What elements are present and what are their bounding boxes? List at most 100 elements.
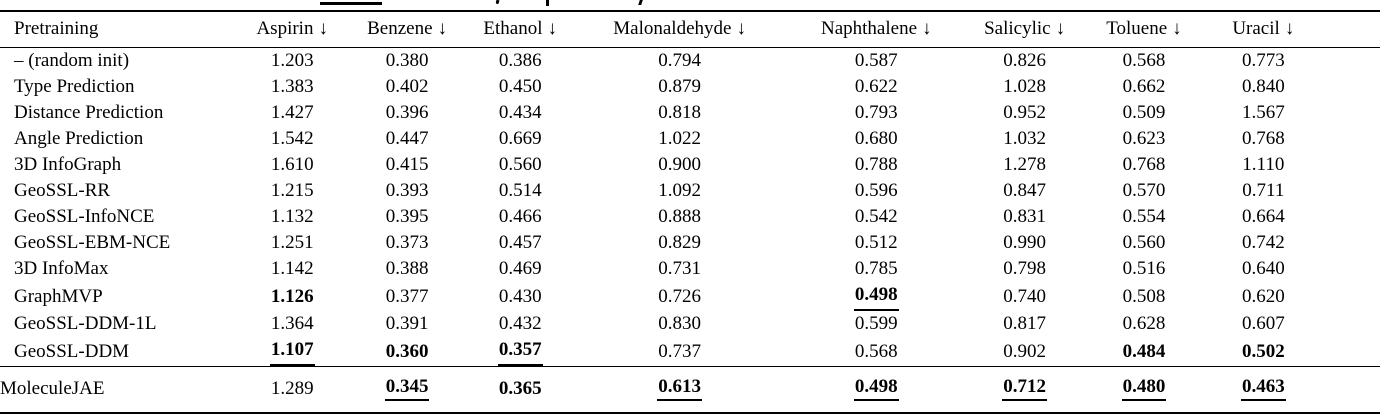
value-text: 1.567 [1241, 102, 1285, 123]
value-cell: 0.380 [350, 48, 465, 75]
value-cell: 0.768 [1080, 152, 1208, 178]
value-cell: 0.386 [464, 48, 576, 75]
value-text: 0.599 [854, 313, 898, 334]
value-text: 0.395 [385, 206, 429, 227]
value-text: 0.900 [658, 154, 701, 175]
value-cell: 1.092 [576, 178, 783, 204]
header-row: Pretraining Aspirin ↓ Benzene ↓ Ethanol ↓ M… [0, 11, 1380, 48]
value-cell: 0.620 [1208, 282, 1318, 311]
down-arrow-icon: ↓ [318, 18, 328, 39]
value-text: 0.793 [854, 102, 898, 123]
table-row: Type Prediction 1.383 0.402 0.450 0.879 0.622… [0, 74, 1380, 100]
value-cell: 0.469 [464, 256, 576, 282]
value-cell: 0.345 [350, 367, 465, 414]
value-cell: 0.432 [464, 311, 576, 337]
col-header-label: Naphthalene [821, 18, 918, 39]
value-cell: 0.554 [1080, 204, 1208, 230]
spacer-header [1319, 11, 1380, 48]
value-cell: 0.360 [350, 337, 465, 367]
value-text: 0.794 [658, 50, 701, 71]
value-text: 0.680 [854, 128, 898, 149]
value-text: 0.502 [1241, 340, 1285, 362]
value-cell: 0.712 [969, 367, 1079, 414]
spacer-cell [1319, 311, 1380, 337]
value-cell: 0.990 [969, 230, 1079, 256]
value-text: 1.132 [270, 206, 314, 227]
value-cell: 0.450 [464, 74, 576, 100]
value-cell: 1.142 [235, 256, 350, 282]
value-text: 0.831 [1003, 206, 1046, 227]
value-cell: 0.415 [350, 152, 465, 178]
value-cell: 0.726 [576, 282, 783, 311]
value-cell: 0.622 [783, 74, 969, 100]
down-arrow-icon: ↓ [1172, 18, 1182, 39]
value-cell: 0.484 [1080, 337, 1208, 367]
value-text: 0.826 [1003, 50, 1046, 71]
value-cell: 1.278 [969, 152, 1079, 178]
value-text: 0.430 [498, 285, 542, 307]
col-header-label: Ethanol [483, 18, 543, 39]
row-label: GeoSSL-InfoNCE [14, 206, 155, 227]
value-cell: 0.640 [1208, 256, 1318, 282]
value-text: 0.847 [1003, 180, 1046, 201]
value-cell: 0.888 [576, 204, 783, 230]
value-cell: 0.794 [576, 48, 783, 75]
value-cell: 0.395 [350, 204, 465, 230]
value-text: 0.391 [385, 313, 429, 334]
table-row: GeoSSL-InfoNCE 1.132 0.395 0.466 0.888 0.542 0… [0, 204, 1380, 230]
table-row: GeoSSL-DDM 1.107 0.360 0.357 0.737 0.568 0.902… [0, 337, 1380, 367]
value-cell: 0.773 [1208, 48, 1318, 75]
value-cell: 0.768 [1208, 126, 1318, 152]
value-text: 1.610 [270, 154, 314, 175]
value-cell: 0.391 [350, 311, 465, 337]
value-text: 0.817 [1003, 313, 1046, 334]
caption-comma-descender-fragment [495, 0, 500, 5]
col-header-label: Aspirin [256, 18, 314, 39]
value-text: 0.840 [1241, 76, 1285, 97]
value-text: 0.888 [658, 206, 701, 227]
value-cell: 1.610 [235, 152, 350, 178]
value-text: 0.434 [498, 102, 542, 123]
value-cell: 0.587 [783, 48, 969, 75]
col-header-label: Pretraining [14, 18, 99, 39]
value-text: 0.560 [1122, 232, 1166, 253]
value-cell: 1.110 [1208, 152, 1318, 178]
value-text: 0.664 [1241, 206, 1285, 227]
row-label: – (random init) [14, 50, 130, 71]
value-cell: 1.251 [235, 230, 350, 256]
caption-underline-fragment [320, 2, 382, 5]
table-row: MoleculeJAE 1.289 0.345 0.365 0.613 0.498 0.71… [0, 367, 1380, 414]
col-header-toluene: Toluene ↓ [1080, 11, 1208, 48]
table-row: 3D InfoGraph 1.610 0.415 0.560 0.900 0.788 1.2… [0, 152, 1380, 178]
value-text: 0.509 [1122, 102, 1166, 123]
value-text: 0.516 [1122, 258, 1166, 279]
value-text: 0.726 [658, 285, 701, 307]
down-arrow-icon: ↓ [922, 18, 932, 39]
spacer-cell [1319, 204, 1380, 230]
value-cell: 0.628 [1080, 311, 1208, 337]
down-arrow-icon: ↓ [1284, 18, 1295, 39]
value-text: 0.879 [658, 76, 701, 97]
col-header-label: Salicylic [984, 18, 1051, 39]
table-row: GraphMVP 1.126 0.377 0.430 0.726 0.498 0.740 0.… [0, 282, 1380, 311]
value-text: 0.373 [385, 232, 429, 253]
value-text: 0.498 [853, 376, 899, 401]
value-text: 1.032 [1003, 128, 1046, 149]
value-cell: 1.028 [969, 74, 1079, 100]
row-label: Type Prediction [14, 76, 135, 97]
value-cell: 0.480 [1080, 367, 1208, 414]
cropped-caption-fragment [0, 0, 1380, 10]
value-text: 0.607 [1241, 313, 1285, 334]
value-cell: 0.568 [1080, 48, 1208, 75]
value-text: 1.022 [658, 128, 701, 149]
value-cell: 1.022 [576, 126, 783, 152]
value-cell: 0.798 [969, 256, 1079, 282]
value-cell: 0.402 [350, 74, 465, 100]
value-text: 0.568 [1122, 50, 1166, 71]
spacer-cell [1319, 74, 1380, 100]
value-cell: 0.662 [1080, 74, 1208, 100]
value-text: 0.613 [657, 376, 702, 401]
value-cell: 0.568 [783, 337, 969, 367]
value-text: 0.498 [853, 282, 899, 311]
table-row: – (random init) 1.203 0.380 0.386 0.794 0.587… [0, 48, 1380, 75]
